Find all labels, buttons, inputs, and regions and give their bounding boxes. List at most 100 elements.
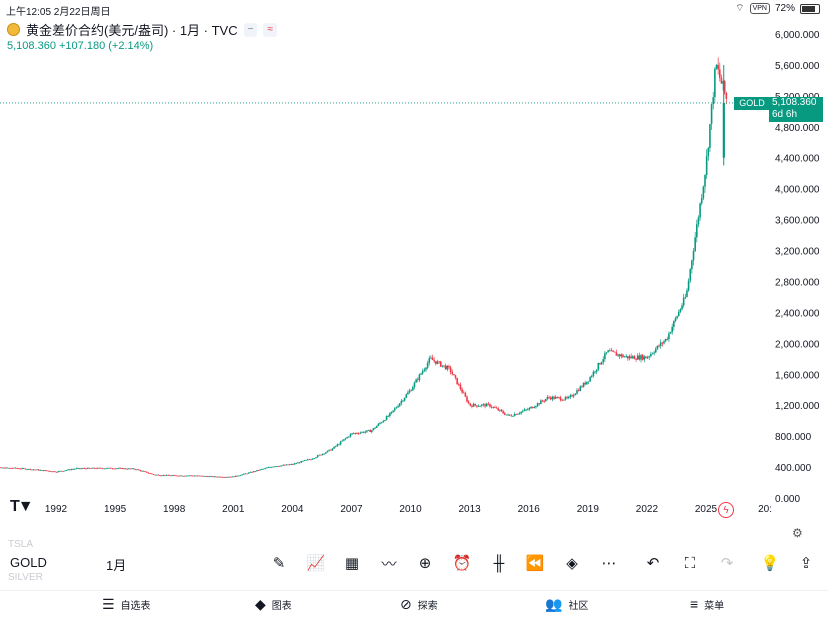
candle-body bbox=[269, 467, 271, 468]
candle-body bbox=[497, 408, 499, 410]
candle-body bbox=[3, 468, 5, 469]
price-chart[interactable]: 6,000.0005,600.0005,200.0004,800.0004,40… bbox=[0, 24, 828, 544]
candle-body bbox=[233, 476, 235, 477]
candle-body bbox=[714, 69, 716, 97]
candle-body bbox=[69, 469, 71, 470]
candle-body bbox=[382, 421, 384, 422]
collapse-button[interactable]: − bbox=[244, 23, 258, 37]
undo-icon[interactable]: ↶ bbox=[642, 552, 664, 574]
candle-body bbox=[532, 407, 534, 408]
interval-selector[interactable]: 1月 bbox=[106, 555, 126, 574]
candle-body bbox=[210, 476, 212, 477]
candle-body bbox=[634, 356, 636, 359]
candle-body bbox=[332, 449, 334, 451]
compare-icon[interactable]: 〰 bbox=[378, 552, 400, 574]
share-icon[interactable]: ⇪ bbox=[795, 552, 817, 574]
candle-body bbox=[675, 318, 677, 321]
nav-watchlist[interactable]: ☰ 自选表 bbox=[102, 596, 151, 613]
candle-body bbox=[658, 346, 660, 347]
layers-icon[interactable]: ◈ bbox=[561, 552, 583, 574]
ideas-icon[interactable]: 💡 bbox=[759, 552, 781, 574]
candle-body bbox=[405, 394, 407, 397]
candle-body bbox=[607, 350, 609, 352]
candle-body bbox=[187, 476, 189, 477]
chart-type-icon[interactable]: ╫ bbox=[488, 552, 510, 574]
x-tick-label: 2010 bbox=[399, 504, 422, 515]
candle-body bbox=[358, 433, 360, 434]
y-tick-label: 2,800.000 bbox=[775, 277, 820, 288]
candle-body bbox=[703, 187, 705, 198]
replay-icon[interactable]: ⏪ bbox=[524, 552, 546, 574]
nav-chart[interactable]: ◆ 图表 bbox=[255, 596, 292, 613]
candle-body bbox=[102, 468, 104, 469]
candle-body bbox=[548, 397, 550, 398]
candle-body bbox=[317, 455, 319, 457]
candle-body bbox=[460, 385, 462, 390]
indicators-icon[interactable]: 📈 bbox=[305, 552, 327, 574]
candle-body bbox=[440, 361, 442, 366]
candle-body bbox=[318, 455, 320, 456]
candle-body bbox=[601, 362, 603, 364]
candle-body bbox=[186, 476, 188, 477]
y-tick-label: 0.000 bbox=[775, 494, 800, 505]
candle-body bbox=[144, 471, 146, 472]
candle-body bbox=[579, 387, 581, 391]
candle-body bbox=[327, 451, 329, 453]
nav-explore[interactable]: ⊘ 探索 bbox=[400, 596, 438, 613]
symbol-title[interactable]: 黄金差价合约(美元/盎司) · 1月 · TVC bbox=[26, 20, 238, 39]
candle-body bbox=[15, 468, 17, 469]
candle-body bbox=[273, 467, 275, 468]
nav-menu[interactable]: ≡ 菜单 bbox=[690, 596, 724, 612]
candle-body bbox=[691, 260, 693, 269]
candle-body bbox=[76, 468, 78, 469]
candle-body bbox=[105, 468, 107, 469]
candle-body bbox=[164, 475, 166, 476]
candle-body bbox=[195, 476, 197, 477]
wave-button[interactable]: ≈ bbox=[263, 23, 277, 37]
candle-body bbox=[159, 475, 161, 476]
candle-body bbox=[693, 251, 695, 260]
candle-body bbox=[663, 341, 665, 343]
candle-body bbox=[604, 353, 606, 359]
x-tick-label: 2016 bbox=[518, 504, 541, 515]
templates-icon[interactable]: ▦ bbox=[341, 552, 363, 574]
candle-body bbox=[707, 148, 709, 156]
candle-body bbox=[120, 468, 122, 469]
candle-body bbox=[25, 469, 27, 470]
candle-body bbox=[126, 469, 128, 470]
lightning-icon[interactable]: ϟ bbox=[718, 502, 734, 518]
candle-body bbox=[410, 390, 412, 391]
candle-body bbox=[625, 356, 627, 357]
candle-body bbox=[555, 397, 557, 399]
vpn-badge: VPN bbox=[750, 3, 770, 14]
candle-body bbox=[97, 468, 99, 469]
candle-body bbox=[77, 468, 79, 469]
nav-community[interactable]: 👥 社区 bbox=[545, 596, 588, 613]
candle-body bbox=[350, 434, 352, 437]
redo-icon[interactable]: ↷ bbox=[716, 552, 738, 574]
symbol-header[interactable]: 黄金差价合约(美元/盎司) · 1月 · TVC − ≈ bbox=[7, 20, 277, 39]
candle-body bbox=[653, 352, 655, 353]
candle-body bbox=[657, 346, 659, 349]
alert-icon[interactable]: ⏰ bbox=[451, 552, 473, 574]
candle-body bbox=[706, 156, 708, 175]
candle-body bbox=[465, 393, 467, 397]
candle-body bbox=[598, 363, 600, 369]
more-icon[interactable]: ⋯ bbox=[598, 552, 620, 574]
fullscreen-icon[interactable]: ⛶ bbox=[679, 552, 701, 574]
candle-body bbox=[524, 410, 526, 411]
draw-icon[interactable]: ✎ bbox=[268, 552, 290, 574]
candle-body bbox=[432, 358, 434, 360]
candle-body bbox=[230, 477, 232, 478]
candle-body bbox=[38, 469, 40, 470]
candle-body bbox=[671, 327, 673, 332]
ticker-selector[interactable]: GOLD bbox=[10, 555, 47, 570]
candle-body bbox=[389, 413, 391, 416]
y-tick-label: 2,400.000 bbox=[775, 308, 820, 319]
add-icon[interactable]: ⊕ bbox=[414, 552, 436, 574]
candle-body bbox=[296, 463, 298, 464]
candle-body bbox=[13, 468, 15, 469]
candle-body bbox=[547, 397, 549, 399]
candle-body bbox=[458, 384, 460, 385]
settings-icon[interactable]: ⚙ bbox=[792, 526, 803, 540]
